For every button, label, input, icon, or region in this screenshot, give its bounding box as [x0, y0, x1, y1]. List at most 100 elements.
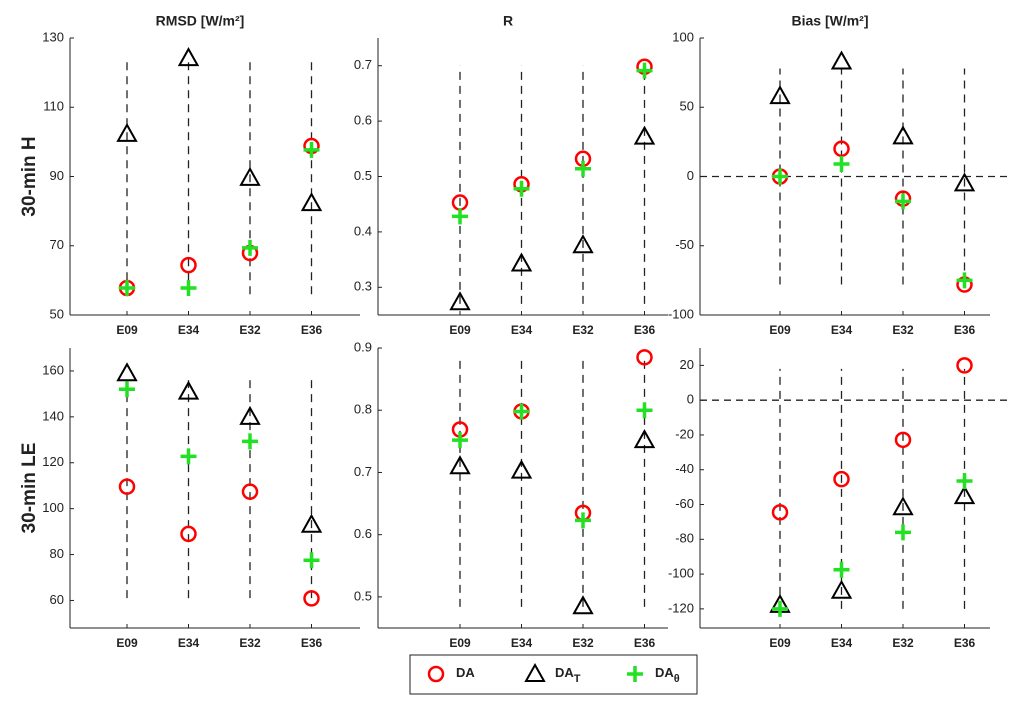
legend-label: DAT: [555, 665, 581, 684]
marker-triangle: [892, 496, 914, 516]
marker-plus: [303, 552, 320, 569]
x-tick-label: E36: [301, 323, 323, 337]
x-tick-label: E36: [954, 636, 976, 650]
panel-title: R: [503, 13, 513, 29]
y-tick-label: 60: [50, 592, 64, 607]
marker-triangle: [239, 166, 261, 186]
y-tick-label: 0.5: [354, 588, 372, 603]
legend-name: DA: [655, 665, 674, 680]
legend-name: DA: [456, 665, 475, 680]
y-tick-label: 80: [50, 546, 64, 561]
x-tick-label: E34: [831, 323, 853, 337]
legend-label: DAθ: [655, 665, 680, 684]
marker-triangle: [633, 125, 656, 145]
x-tick-label: E09: [769, 323, 791, 337]
marker-triangle: [300, 513, 323, 533]
x-tick-label: E36: [954, 323, 976, 337]
marker-plus: [956, 272, 973, 289]
y-tick-label: -50: [675, 237, 694, 252]
marker-triangle: [830, 50, 853, 70]
y-tick-label: 90: [50, 168, 64, 183]
marker-triangle: [177, 380, 200, 400]
y-tick-label: 120: [42, 454, 64, 469]
marker-circle: [833, 470, 850, 488]
marker-triangle: [116, 122, 138, 142]
marker-circle: [180, 256, 197, 274]
y-tick-label: 50: [50, 306, 64, 321]
marker-plus: [895, 524, 911, 541]
marker-plus: [303, 141, 320, 158]
row-label: 30-min LE: [19, 443, 40, 534]
y-tick-label: -120: [668, 600, 694, 615]
y-tick-label: 100: [672, 29, 694, 44]
marker-plus: [242, 239, 258, 256]
y-tick-label: 50: [680, 99, 694, 114]
marker-plus: [895, 193, 911, 210]
marker-plus: [180, 448, 197, 465]
marker-triangle: [510, 252, 533, 272]
x-tick-label: E34: [178, 636, 200, 650]
y-tick-label: -60: [675, 496, 694, 511]
marker-circle: [771, 504, 789, 521]
marker-plus: [833, 156, 850, 173]
y-tick-label: 0.8: [354, 402, 372, 417]
legend-sub: T: [574, 673, 581, 685]
marker-plus: [119, 381, 135, 398]
y-tick-label: 100: [42, 500, 64, 515]
marker-plus: [772, 600, 788, 617]
legend-label: DA: [456, 665, 475, 680]
legend-marker: [627, 666, 643, 682]
marker-triangle: [300, 192, 323, 212]
marker-circle: [303, 590, 320, 607]
y-tick-label: 0.5: [354, 168, 372, 183]
x-tick-label: E32: [892, 636, 914, 650]
y-tick-label: 0: [687, 168, 694, 183]
y-tick-label: -20: [675, 426, 694, 441]
y-tick-label: 0.6: [354, 526, 372, 541]
marker-triangle: [177, 47, 200, 67]
x-tick-label: E09: [116, 636, 138, 650]
marker-circle: [118, 478, 136, 495]
marker-circle: [833, 140, 850, 158]
marker-plus: [575, 160, 591, 177]
marker-plus: [513, 403, 530, 420]
legend-sub: θ: [674, 673, 680, 685]
y-tick-label: 130: [42, 29, 64, 44]
marker-plus: [119, 279, 135, 296]
marker-plus: [833, 561, 850, 578]
marker-triangle: [572, 595, 594, 615]
marker-plus: [242, 433, 258, 450]
y-tick-label: 0: [687, 392, 694, 407]
marker-plus: [956, 473, 973, 490]
y-tick-label: 0.9: [354, 339, 372, 354]
y-tick-label: -80: [675, 531, 694, 546]
x-tick-label: E36: [634, 636, 656, 650]
x-tick-label: E34: [178, 323, 200, 337]
panel-title: Bias [W/m²]: [792, 13, 869, 29]
legend-box: [409, 654, 698, 695]
marker-triangle: [953, 485, 976, 505]
x-tick-label: E34: [511, 636, 533, 650]
x-tick-label: E09: [116, 323, 138, 337]
marker-triangle: [239, 405, 261, 425]
marker-plus: [575, 512, 591, 529]
marker-triangle: [116, 362, 138, 382]
marker-circle: [894, 431, 912, 449]
y-tick-label: 0.3: [354, 279, 372, 294]
y-tick-label: -40: [675, 461, 694, 476]
marker-plus: [452, 432, 468, 449]
panel-title: RMSD [W/m²]: [156, 13, 245, 29]
marker-triangle: [633, 429, 656, 449]
x-tick-label: E32: [572, 636, 594, 650]
x-tick-label: E32: [892, 323, 914, 337]
x-tick-label: E09: [769, 636, 791, 650]
y-tick-label: 110: [43, 99, 64, 114]
y-tick-label: 0.7: [354, 464, 372, 479]
legend-marker: [524, 662, 546, 682]
x-tick-label: E32: [239, 323, 261, 337]
marker-circle: [180, 525, 197, 543]
marker-plus: [636, 62, 653, 79]
x-tick-label: E34: [511, 323, 533, 337]
marker-triangle: [769, 85, 791, 105]
